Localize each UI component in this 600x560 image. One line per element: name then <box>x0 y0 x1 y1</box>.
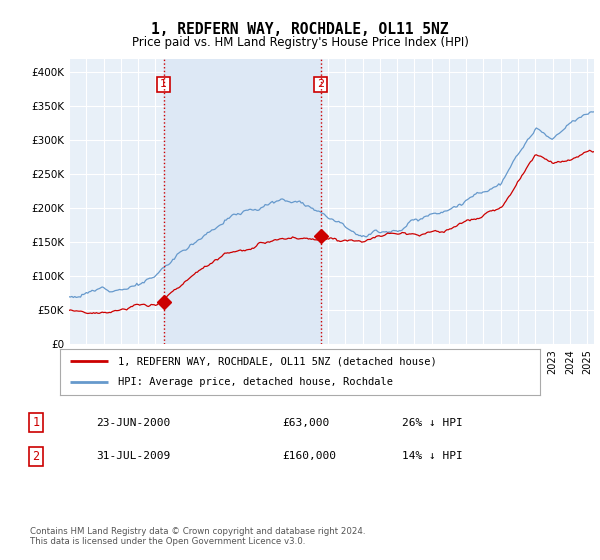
Text: 23-JUN-2000: 23-JUN-2000 <box>96 418 170 428</box>
Text: Contains HM Land Registry data © Crown copyright and database right 2024.
This d: Contains HM Land Registry data © Crown c… <box>30 526 365 546</box>
Bar <box>164 59 321 344</box>
Text: 14% ↓ HPI: 14% ↓ HPI <box>402 451 463 461</box>
Text: 2: 2 <box>32 450 40 463</box>
Text: 1: 1 <box>32 416 40 430</box>
Text: 2: 2 <box>317 80 325 90</box>
Text: £63,000: £63,000 <box>282 418 329 428</box>
Text: 1, REDFERN WAY, ROCHDALE, OL11 5NZ: 1, REDFERN WAY, ROCHDALE, OL11 5NZ <box>151 22 449 38</box>
Text: £160,000: £160,000 <box>282 451 336 461</box>
Text: 26% ↓ HPI: 26% ↓ HPI <box>402 418 463 428</box>
Text: HPI: Average price, detached house, Rochdale: HPI: Average price, detached house, Roch… <box>118 377 392 388</box>
Text: 1, REDFERN WAY, ROCHDALE, OL11 5NZ (detached house): 1, REDFERN WAY, ROCHDALE, OL11 5NZ (deta… <box>118 356 436 366</box>
Text: Price paid vs. HM Land Registry's House Price Index (HPI): Price paid vs. HM Land Registry's House … <box>131 36 469 49</box>
Text: 31-JUL-2009: 31-JUL-2009 <box>96 451 170 461</box>
Text: 1: 1 <box>160 80 167 90</box>
